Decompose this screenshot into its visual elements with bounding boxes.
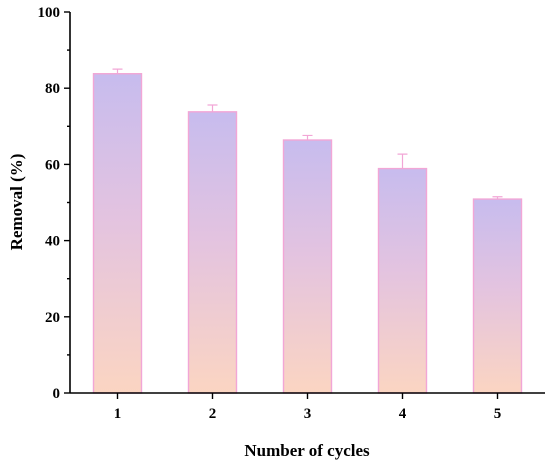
y-tick-label: 20 xyxy=(45,310,60,326)
y-tick-label: 80 xyxy=(45,81,60,97)
x-axis-title: Number of cycles xyxy=(244,441,370,460)
error-bar-cycle-4 xyxy=(397,153,408,169)
bar-cycle-3 xyxy=(282,139,333,394)
x-tick-label: 2 xyxy=(209,406,217,422)
x-tick-label: 1 xyxy=(114,406,122,422)
bar-cycle-5 xyxy=(472,198,523,394)
x-tick-label: 3 xyxy=(304,406,312,422)
y-tick-label: 0 xyxy=(53,386,61,402)
bar-cycle-1 xyxy=(92,73,143,394)
y-tick-label: 60 xyxy=(45,157,60,173)
error-bar-cycle-1 xyxy=(112,68,123,74)
y-ticks: 0 20 40 60 80 100 xyxy=(38,5,70,402)
y-tick-label: 100 xyxy=(38,5,61,21)
bar-cycle-4 xyxy=(377,167,428,394)
y-axis-title: Removal (%) xyxy=(7,154,26,251)
bars xyxy=(92,73,523,394)
error-bars xyxy=(112,68,503,200)
error-bar-cycle-2 xyxy=(207,104,218,112)
x-tick-label: 4 xyxy=(399,406,407,422)
x-tick-label: 5 xyxy=(494,406,502,422)
y-tick-label: 40 xyxy=(45,234,60,250)
x-ticks: 1 2 3 4 5 xyxy=(114,393,502,422)
error-bar-cycle-5 xyxy=(492,196,503,200)
bar-cycle-2 xyxy=(187,111,238,394)
error-bar-cycle-3 xyxy=(302,134,313,141)
